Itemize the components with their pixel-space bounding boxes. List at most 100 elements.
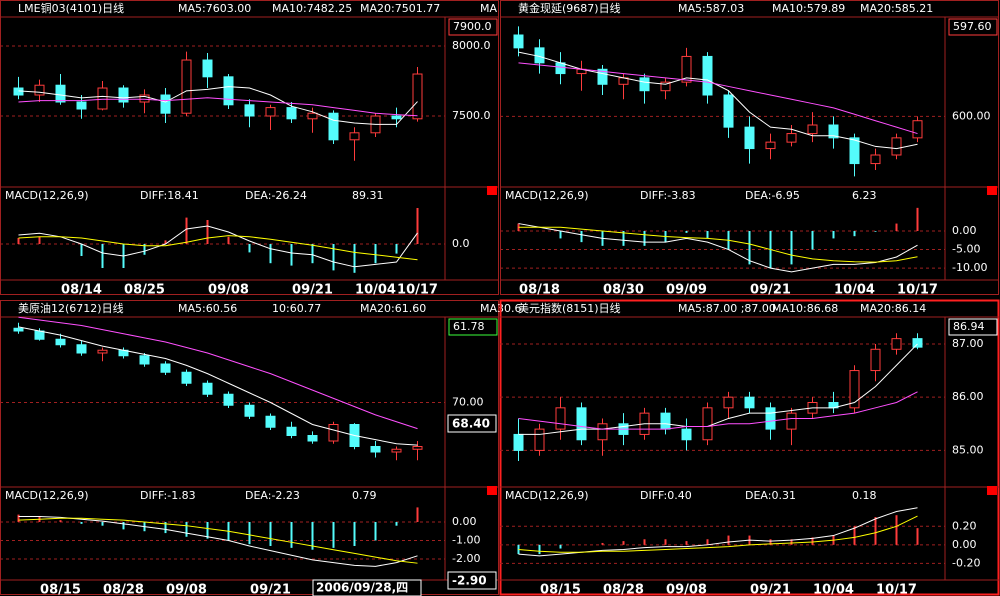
candle-body [349,132,360,141]
candle-body [681,55,692,83]
dea-label: DEA:-2.23 [245,489,300,502]
candle-body [34,330,45,340]
date-label: 09/21 [750,283,791,298]
candle-body [244,404,255,417]
candle-body [202,59,213,78]
dea-line [18,235,418,261]
candle-body [160,363,171,373]
panel: LME铜03(4101)日线 MA5:7603.00 MA10:7482.25 MA2… [0,0,499,298]
macd-label: MACD(12,26,9) [505,489,589,502]
candle-body [181,371,192,384]
candle-body [870,154,881,165]
candle-body [702,407,713,441]
candle-body [202,382,213,395]
candle-body [97,87,108,110]
candle-body [412,446,423,450]
macd-label: MACD(12,26,9) [505,189,589,202]
panel-frame [500,0,999,295]
ma10-label: MA10:86.68 [772,302,838,315]
candle-body [391,115,402,120]
macd-tick-label: -1.00 [452,533,480,546]
ma20-line [18,97,418,117]
marker [487,186,497,195]
candle-body [681,428,692,441]
date-label: 10/17 [897,283,938,298]
candle-body [265,107,276,117]
marker [987,486,997,495]
macd-tick-label: -0.20 [952,556,980,569]
y-tick-label: 85.00 [952,443,984,456]
candle-body [660,412,671,430]
candle-body [265,415,276,428]
cursor-date-box [312,579,422,596]
diff-label: DIFF:0.40 [640,489,692,502]
date-label: 09/21 [250,583,291,596]
price-box [448,18,498,36]
candle-body [870,348,881,372]
candle-body [13,327,24,332]
candle-body [76,101,87,110]
candle-body [723,94,734,128]
macd-label: MACD(12,26,9) [5,489,89,502]
candle-body [744,396,755,409]
ma-cut-label: MA [480,2,497,15]
date-label: 10/04 [355,283,396,298]
price-box [948,18,998,36]
candle-body [181,59,192,114]
candle-body [576,407,587,441]
candle-body [555,62,566,75]
panel-frame [0,300,499,595]
macd-tick-label: 0.00 [952,224,977,237]
candle-body [34,84,45,96]
candle-body [912,338,923,348]
ma5-line [518,51,918,150]
macd-tick-label: 0.0 [452,237,470,250]
panel: 黄金现延(9687)日线 MA5:587.03 MA10:579.89 MA20:58… [500,0,999,298]
diff-label: DIFF:-1.83 [140,489,196,502]
price-box-label: 7900.0 [453,20,492,33]
date-label: 10/17 [876,583,917,596]
cursor-price-box [447,414,497,433]
ma5-line [18,86,418,125]
panel-title: 美元指数(8151)日线 [518,301,621,315]
candle-body [286,426,297,436]
panel-frame [499,299,1000,596]
macd-value: 6.23 [852,189,877,202]
y-tick-label: 8000.0 [452,39,491,52]
date-label: 08/28 [603,583,644,596]
ma20-label: MA20:86.14 [860,302,926,315]
marker [487,486,497,495]
date-label: 08/18 [519,283,560,298]
candle-body [639,77,650,92]
price-box-label: 597.60 [953,20,992,33]
candle-body [891,338,902,350]
dea-label: DEA:-6.95 [745,189,800,202]
marker [987,186,997,195]
y-tick-label: 600.00 [952,109,991,122]
candle-body [744,126,755,150]
ma20-line [518,391,918,430]
ma20-line [518,62,918,135]
diff-label: DIFF:18.41 [140,189,199,202]
macd-tick-label: 0.00 [952,538,977,551]
cursor-macd-box [447,571,497,590]
panel-frame [0,0,499,295]
ma5-label: MA5:60.56 [178,302,237,315]
candle-body [660,81,671,92]
date-label: 10/04 [834,283,875,298]
panel: 美原油12(6712)日线 MA5:60.56 10:60.77 MA20:61.60… [0,300,522,596]
diff-line [18,225,418,268]
date-label: 08/25 [124,283,165,298]
ma20-label: MA20:61.60 [360,302,426,315]
price-box [448,318,498,336]
candle-body [160,94,171,114]
ma20-label: MA20:585.21 [860,2,933,15]
candle-body [55,84,66,103]
diff-label: DIFF:-3.83 [640,189,696,202]
candle-body [513,34,524,49]
cursor-macd: -2.90 [452,574,487,588]
date-label: 09/08 [666,583,707,596]
date-label: 08/30 [603,283,644,298]
candle-body [286,107,297,120]
